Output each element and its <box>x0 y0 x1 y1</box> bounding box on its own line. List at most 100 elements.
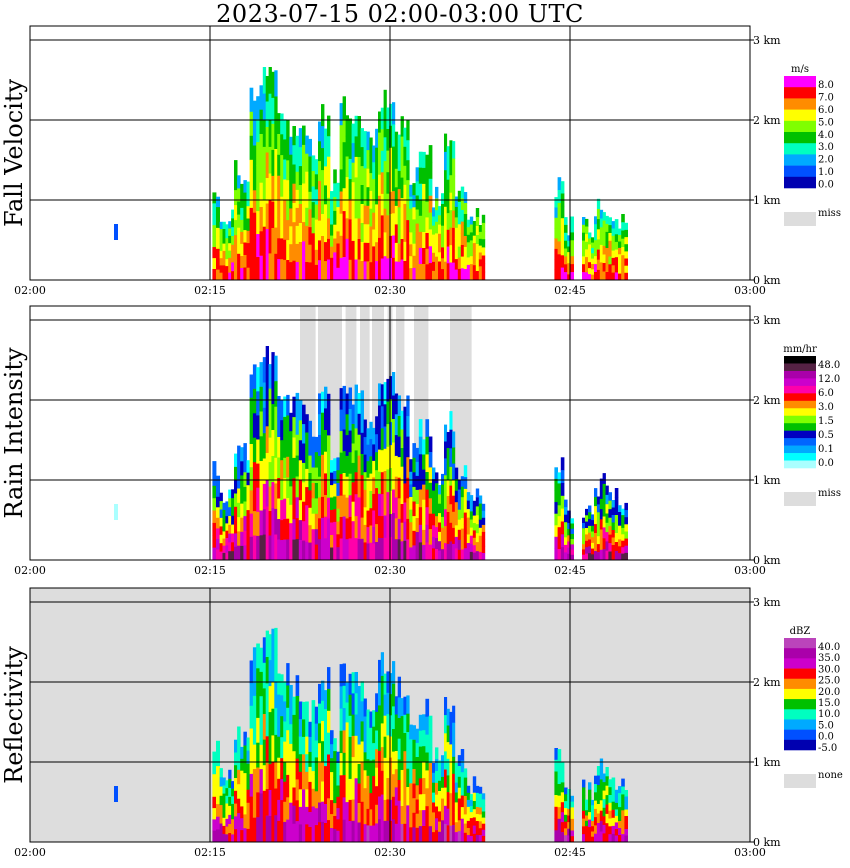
echo-cell <box>418 436 423 455</box>
echo-cell <box>289 262 293 281</box>
echo-cell <box>295 476 300 498</box>
echo-cell <box>403 165 407 186</box>
echo-cell <box>478 511 483 521</box>
echo-cell <box>256 391 260 416</box>
echo-cell <box>333 183 337 198</box>
echo-cell <box>228 787 232 798</box>
echo-cell <box>478 519 483 529</box>
echo-cell <box>454 196 459 208</box>
echo-cell <box>212 258 217 270</box>
echo-cell <box>582 272 586 281</box>
echo-cell <box>618 814 622 822</box>
echo-cell <box>228 833 232 843</box>
echo-cell <box>596 496 601 505</box>
echo-cell <box>348 757 352 780</box>
echo-cell <box>298 460 303 481</box>
echo-cell <box>599 789 604 801</box>
echo-cell <box>292 222 296 242</box>
echo-cell <box>403 751 407 770</box>
echo-cell <box>354 259 358 281</box>
echo-cell <box>286 774 290 798</box>
echo-cell <box>614 264 619 273</box>
echo-cell <box>225 252 229 260</box>
echo-cell <box>428 436 433 453</box>
echo-cell <box>246 497 250 511</box>
echo-cell <box>363 454 367 473</box>
echo-cell <box>231 271 235 281</box>
echo-cell <box>372 792 376 810</box>
echo-cell <box>219 823 223 834</box>
echo-cell <box>339 753 343 776</box>
echo-cell <box>249 444 254 468</box>
echo-cell <box>369 508 373 526</box>
echo-cell <box>435 806 439 819</box>
echo-cell <box>243 192 247 206</box>
echo-cell <box>305 468 309 488</box>
echo-cell <box>369 137 373 156</box>
echo-cell <box>457 257 462 270</box>
echo-cell <box>446 544 450 561</box>
echo-cell <box>289 486 293 506</box>
echo-cell <box>348 409 352 431</box>
echo-cell <box>554 269 558 281</box>
echo-cell <box>378 427 382 451</box>
echo-cell <box>330 268 334 281</box>
echo-cell <box>302 501 306 522</box>
echo-cell <box>594 224 598 233</box>
echo-cell <box>611 817 616 827</box>
echo-cell <box>265 533 269 561</box>
echo-cell <box>363 542 367 561</box>
echo-cell <box>286 240 290 261</box>
echo-cell <box>375 488 379 507</box>
echo-cell <box>252 100 257 124</box>
echo-cell <box>621 527 625 535</box>
echo-cell <box>271 201 275 229</box>
echo-cell <box>342 752 346 776</box>
echo-cell <box>383 736 387 759</box>
echo-cell <box>351 123 355 144</box>
echo-cell <box>289 412 293 432</box>
echo-cell <box>286 685 290 709</box>
echo-cell <box>614 272 619 281</box>
echo-cell <box>614 835 619 843</box>
echo-cell <box>582 517 586 524</box>
panel-title: Reflectivity <box>0 646 28 784</box>
echo-cell <box>342 538 346 561</box>
echo-cell <box>225 523 229 532</box>
echo-cell <box>469 551 474 561</box>
echo-cell <box>554 830 558 843</box>
echo-cell <box>452 227 456 246</box>
echo-cell <box>280 737 284 759</box>
echo-cell <box>446 825 450 843</box>
echo-cell <box>256 142 260 166</box>
echo-cell <box>554 525 558 538</box>
echo-cell <box>466 517 471 527</box>
echo-cell <box>324 538 328 561</box>
echo-cell <box>305 487 309 506</box>
echo-cell <box>475 821 480 829</box>
echo-cell <box>594 272 598 281</box>
echo-cell <box>271 228 275 255</box>
echo-cell <box>252 486 257 512</box>
echo-cell <box>441 258 445 270</box>
echo-cell <box>342 96 346 120</box>
echo-cell <box>219 265 223 274</box>
echo-cell <box>435 759 439 772</box>
echo-cell <box>392 146 396 170</box>
echo-cell <box>380 699 384 724</box>
echo-cell <box>375 542 379 561</box>
echo-cell <box>240 758 244 772</box>
echo-cell <box>369 173 373 192</box>
echo-cell <box>277 134 281 156</box>
echo-cell <box>311 467 316 484</box>
echo-cell <box>336 547 340 561</box>
echo-cell <box>286 394 290 416</box>
echo-cell <box>599 810 604 822</box>
echo-cell <box>246 522 250 536</box>
echo-cell <box>336 534 340 548</box>
echo-cell <box>252 511 257 536</box>
echo-cell <box>372 145 376 163</box>
echo-cell <box>570 801 574 808</box>
echo-cell <box>342 775 346 798</box>
x-tick-label: 02:00 <box>14 564 46 577</box>
